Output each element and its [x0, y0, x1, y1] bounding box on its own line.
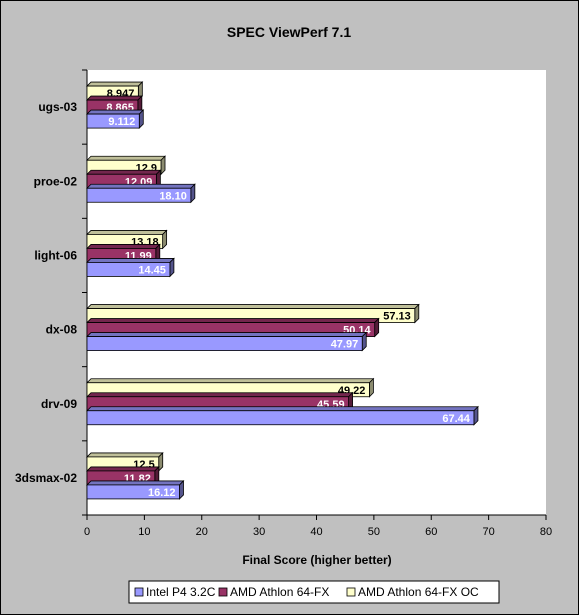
- bar: [86, 113, 140, 129]
- bar: [86, 484, 180, 500]
- x-tick-label: 20: [196, 526, 208, 538]
- legend-swatch: [346, 587, 356, 597]
- bar: [86, 410, 475, 426]
- category-label: drv-09: [41, 397, 77, 411]
- legend-swatch: [134, 587, 144, 597]
- bar-top-face: [86, 406, 479, 412]
- data-label: 67.44: [442, 413, 470, 425]
- category-label: ugs-03: [38, 100, 77, 114]
- bar-top-face: [86, 304, 420, 309]
- plot-background: [87, 70, 546, 515]
- legend-swatch: [218, 587, 228, 597]
- bar-top-face: [86, 81, 144, 87]
- legend-entry: AMD Athlon 64-FX: [230, 585, 329, 599]
- bar-top-face: [86, 452, 164, 458]
- x-tick-label: 80: [540, 526, 552, 538]
- x-tick-label: 70: [483, 526, 495, 538]
- x-axis-title: Final Score (higher better): [242, 553, 391, 567]
- bar-top-face: [86, 258, 175, 263]
- category-label: light-06: [34, 248, 77, 262]
- bar-top-face: [86, 230, 168, 235]
- legend-entry: AMD Athlon 64-FX OC: [358, 585, 479, 599]
- bar-top-face: [86, 169, 162, 175]
- x-tick-label: 10: [138, 526, 150, 538]
- data-label: 18.10: [159, 190, 187, 202]
- bar-top-face: [86, 318, 380, 323]
- bar-top-face: [86, 332, 368, 337]
- category-label: proe-02: [34, 174, 78, 188]
- bar-top-face: [86, 183, 196, 189]
- bar-top-face: [86, 109, 145, 115]
- x-tick-label: 30: [253, 526, 265, 538]
- x-tick-label: 60: [425, 526, 437, 538]
- data-label: 14.45: [138, 264, 166, 276]
- legend-entry: Intel P4 3.2C: [146, 585, 216, 599]
- bar-top-face: [86, 392, 354, 398]
- bar: [86, 187, 192, 203]
- category-label: dx-08: [46, 323, 78, 337]
- plot-area: 0 10 20 30 40 50 60 70 80ugs-038.9478.8659.112pr…: [15, 69, 552, 538]
- bar-top-face: [86, 244, 161, 249]
- data-label: 57.13: [383, 311, 411, 323]
- bar: [86, 262, 171, 277]
- data-label: 9.112: [108, 116, 135, 128]
- chart-title: SPEC ViewPerf 7.1: [227, 24, 351, 40]
- legend: Intel P4 3.2C AMD Athlon 64-FX AMD Athlon …: [128, 580, 500, 604]
- bar-top-face: [86, 95, 143, 101]
- x-tick-label: 0: [84, 526, 90, 538]
- category-label: 3dsmax-02: [15, 471, 77, 485]
- data-label: 16.12: [148, 487, 176, 499]
- data-label: 47.97: [331, 339, 359, 351]
- x-tick-label: 50: [368, 526, 380, 538]
- bar-top-face: [86, 480, 185, 486]
- x-tick-label: 40: [310, 526, 322, 538]
- legend-box: [128, 580, 500, 604]
- bar: [86, 336, 363, 351]
- bar-top-face: [86, 155, 166, 161]
- bar-top-face: [86, 378, 375, 384]
- bar-top-face: [86, 466, 160, 472]
